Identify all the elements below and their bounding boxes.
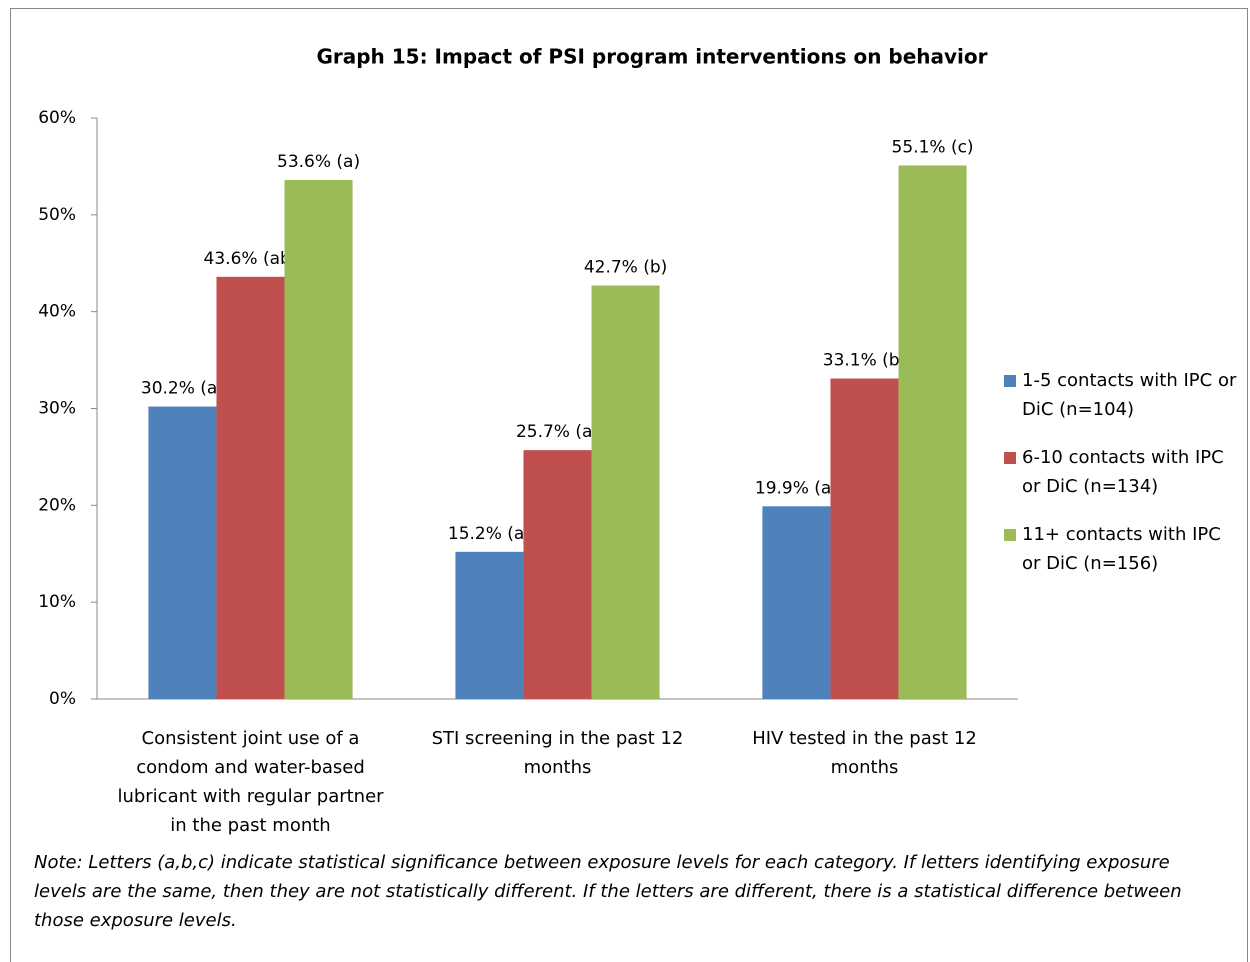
bar xyxy=(284,179,353,699)
x-tick-label: STI screening in the past 12 months xyxy=(431,728,684,778)
value-label: 42.7% (b) xyxy=(584,258,667,278)
bar xyxy=(148,406,217,699)
value-label: 43.6% (ab) xyxy=(204,249,298,269)
value-label: 33.1% (b) xyxy=(823,350,906,370)
y-tick-label: 50% xyxy=(38,205,76,225)
legend-swatch xyxy=(1004,529,1016,541)
y-tick-label: 20% xyxy=(38,495,76,515)
legend-label: 11+ contacts with IPC or DiC (n=156) xyxy=(1022,524,1221,574)
y-tick-label: 60% xyxy=(38,108,76,128)
bar xyxy=(898,165,967,699)
bar xyxy=(830,378,899,699)
legend-swatch xyxy=(1004,452,1016,464)
value-label: 25.7% (a) xyxy=(516,422,599,442)
y-tick-label: 10% xyxy=(38,592,76,612)
chart-title: Graph 15: Impact of PSI program interven… xyxy=(316,45,987,69)
legend-swatch xyxy=(1004,375,1016,387)
y-tick-label: 30% xyxy=(38,399,76,419)
value-label: 15.2% (a) xyxy=(448,524,531,544)
bar xyxy=(455,551,524,699)
y-tick-label: 40% xyxy=(38,302,76,322)
value-label: 55.1% (c) xyxy=(892,137,974,157)
value-label: 30.2% (a) xyxy=(141,379,224,399)
note: Note: Letters (a,b,c) indicate statistic… xyxy=(34,852,1182,931)
bar xyxy=(523,450,592,699)
value-label: 19.9% (a) xyxy=(755,478,838,498)
x-tick-label: Consistent joint use of a condom and wat… xyxy=(117,728,384,836)
bar xyxy=(591,285,660,699)
y-tick-label: 0% xyxy=(49,689,76,709)
bar xyxy=(216,276,285,699)
value-label: 53.6% (a) xyxy=(277,152,360,172)
legend-label: 6-10 contacts with IPC or DiC (n=134) xyxy=(1022,447,1224,497)
legend-label: 1-5 contacts with IPC or DiC (n=104) xyxy=(1022,370,1237,420)
x-tick-label: HIV tested in the past 12 months xyxy=(752,728,977,778)
bar xyxy=(762,506,831,699)
chart-frame xyxy=(10,8,1248,962)
